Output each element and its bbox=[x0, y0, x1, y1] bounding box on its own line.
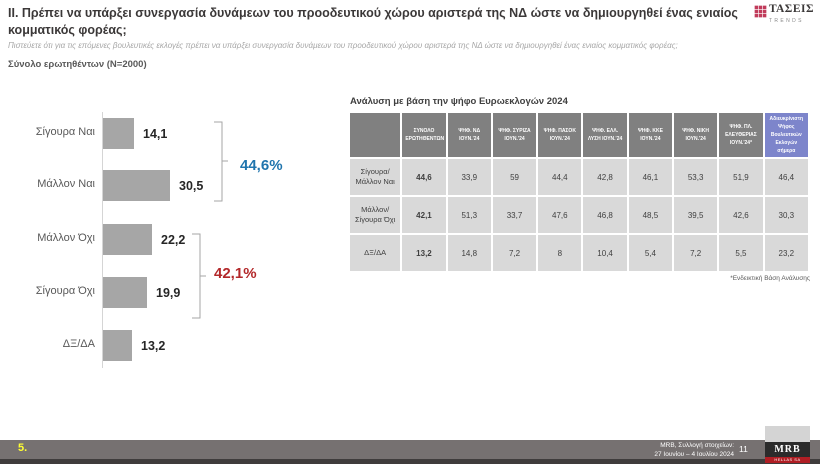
cell: 44,4 bbox=[538, 159, 582, 195]
table-header-row: ΣΥΝΟΛΟ ΕΡΩΤΗΘΕΝΤΩΝ ΨΗΦ. ΝΔ ΙΟΥΝ.'24 ΨΗΦ.… bbox=[350, 113, 808, 157]
slide-subtitle: Πιστεύετε ότι για τις επόμενες βουλευτικ… bbox=[8, 41, 678, 50]
mrb-logo-hellas-strip: HELLAS SA bbox=[765, 457, 810, 463]
bar-value: 22,2 bbox=[161, 232, 186, 247]
row-label-yes: Σίγουρα/ Μάλλον Ναι bbox=[350, 159, 401, 195]
bar-dxda bbox=[103, 330, 132, 361]
cell: 14,8 bbox=[447, 235, 491, 271]
cell: 48,5 bbox=[628, 197, 673, 233]
cell: 39,5 bbox=[674, 197, 718, 233]
cell: 33,7 bbox=[492, 197, 537, 233]
bar-row: 30,5 bbox=[103, 170, 203, 201]
table-row: Σίγουρα/ Μάλλον Ναι 44,6 33,9 59 44,4 42… bbox=[350, 159, 808, 195]
bar-label-mallon-nai: Μάλλον Ναι bbox=[37, 178, 95, 190]
bar-value: 30,5 bbox=[179, 178, 204, 193]
bar-sigoura-nai bbox=[103, 118, 134, 149]
taseis-logo-subname: TRENDS bbox=[768, 17, 804, 24]
taseis-trends-logo: ΤΑΣΕΙΣ TRENDS bbox=[753, 3, 814, 24]
bar-value: 13,2 bbox=[141, 338, 166, 353]
header-syriza: ΨΗΦ. ΣΥΡΙΖΑ ΙΟΥΝ.'24 bbox=[492, 113, 537, 157]
bar-row: 14,1 bbox=[103, 118, 167, 149]
source-note: MRB, Συλλογή στοιχείων: 27 Ιουνίου – 4 Ι… bbox=[654, 441, 734, 459]
analysis-section: Ανάλυση με βάση την ψήφο Ευρωεκλογών 202… bbox=[348, 96, 810, 282]
cell: 42,8 bbox=[583, 159, 627, 195]
cell: 8 bbox=[538, 235, 582, 271]
header-ell-lysi: ΨΗΦ. ΕΛΛ. ΛΥΣΗ ΙΟΥΝ.'24 bbox=[583, 113, 627, 157]
footer-bottom-strip bbox=[0, 459, 820, 464]
bar-row: 13,2 bbox=[103, 330, 165, 361]
analysis-table: ΣΥΝΟΛΟ ΕΡΩΤΗΘΕΝΤΩΝ ΨΗΦ. ΝΔ ΙΟΥΝ.'24 ΨΗΦ.… bbox=[348, 111, 810, 273]
bar-label-mallon-ochi: Μάλλον Όχι bbox=[37, 232, 95, 244]
respondents-base-label: Σύνολο ερωτηθέντων (N=2000) bbox=[8, 59, 147, 70]
bar-mallon-nai bbox=[103, 170, 170, 201]
header-kke: ΨΗΦ. ΚΚΕ ΙΟΥΝ.'24 bbox=[628, 113, 673, 157]
bar-row: 19,9 bbox=[103, 277, 180, 308]
header-undecided: Αδιευκρίνιστη Ψήφος Βουλευτικών Εκλογών … bbox=[764, 113, 808, 157]
header-total: ΣΥΝΟΛΟ ΕΡΩΤΗΘΕΝΤΩΝ bbox=[402, 113, 446, 157]
mrb-logo-top bbox=[765, 426, 810, 442]
bar-label-dxda: ΔΞ/ΔΑ bbox=[62, 338, 95, 350]
cell: 13,2 bbox=[402, 235, 446, 271]
table-row: Μάλλον/ Σίγουρα Όχι 42,1 51,3 33,7 47,6 … bbox=[350, 197, 808, 233]
taseis-logo-icon bbox=[753, 5, 767, 18]
chart-axis-line bbox=[102, 112, 103, 368]
slide-number: 5. bbox=[18, 442, 28, 454]
cell: 59 bbox=[492, 159, 537, 195]
bar-label-sigoura-ochi: Σίγουρα Όχι bbox=[35, 285, 95, 297]
bar-sigoura-ochi bbox=[103, 277, 147, 308]
header-pl-eleftherias: ΨΗΦ. ΠΛ. ΕΛΕΥΘΕΡΙΑΣ ΙΟΥΝ.'24* bbox=[719, 113, 763, 157]
cell: 10,4 bbox=[583, 235, 627, 271]
source-line-2: 27 Ιουνίου – 4 Ιουλίου 2024 bbox=[654, 451, 734, 459]
cell: 53,3 bbox=[674, 159, 718, 195]
cell: 46,4 bbox=[764, 159, 808, 195]
yes-group-total: 44,6% bbox=[240, 157, 283, 174]
bar-chart: Σίγουρα Ναι Μάλλον Ναι Μάλλον Όχι Σίγουρ… bbox=[0, 108, 344, 370]
source-line-1: MRB, Συλλογή στοιχείων: bbox=[660, 442, 734, 449]
table-row: ΔΞ/ΔΑ 13,2 14,8 7,2 8 10,4 5,4 7,2 5,5 2… bbox=[350, 235, 808, 271]
header-pasok: ΨΗΦ. ΠΑΣΟΚ ΙΟΥΝ.'24 bbox=[538, 113, 582, 157]
cell: 51,3 bbox=[447, 197, 491, 233]
bar-label-sigoura-nai: Σίγουρα Ναι bbox=[35, 126, 95, 138]
bar-row: 22,2 bbox=[103, 224, 185, 255]
mrb-logo: MRB HELLAS SA bbox=[765, 426, 810, 463]
no-group-bracket bbox=[192, 233, 206, 319]
bar-value: 14,1 bbox=[143, 126, 168, 141]
page-number: 11 bbox=[739, 444, 748, 454]
header-corner bbox=[350, 113, 401, 157]
cell: 33,9 bbox=[447, 159, 491, 195]
taseis-logo-name: ΤΑΣΕΙΣ bbox=[768, 3, 814, 15]
yes-group-bracket bbox=[214, 121, 228, 202]
cell: 47,6 bbox=[538, 197, 582, 233]
cell: 7,2 bbox=[674, 235, 718, 271]
mrb-logo-wordmark: MRB bbox=[765, 442, 810, 457]
row-label-dxda: ΔΞ/ΔΑ bbox=[350, 235, 401, 271]
cell: 30,3 bbox=[764, 197, 808, 233]
no-group-total: 42,1% bbox=[214, 265, 257, 282]
analysis-title: Ανάλυση με βάση την ψήφο Ευρωεκλογών 202… bbox=[350, 96, 568, 107]
bar-value: 19,9 bbox=[156, 285, 181, 300]
cell: 46,8 bbox=[583, 197, 627, 233]
table-footnote: *Ενδεικτική Βάση Ανάλυσης bbox=[730, 275, 810, 282]
header-nd: ΨΗΦ. ΝΔ ΙΟΥΝ.'24 bbox=[447, 113, 491, 157]
cell: 51,9 bbox=[719, 159, 763, 195]
cell: 23,2 bbox=[764, 235, 808, 271]
cell: 42,6 bbox=[719, 197, 763, 233]
cell: 46,1 bbox=[628, 159, 673, 195]
cell: 42,1 bbox=[402, 197, 446, 233]
cell: 44,6 bbox=[402, 159, 446, 195]
header-niki: ΨΗΦ. ΝΙΚΗ ΙΟΥΝ.'24 bbox=[674, 113, 718, 157]
slide-title: II. Πρέπει να υπάρξει συνεργασία δυνάμεω… bbox=[8, 6, 738, 37]
cell: 7,2 bbox=[492, 235, 537, 271]
bar-mallon-ochi bbox=[103, 224, 152, 255]
cell: 5,4 bbox=[628, 235, 673, 271]
row-label-no: Μάλλον/ Σίγουρα Όχι bbox=[350, 197, 401, 233]
taseis-logo-text: ΤΑΣΕΙΣ TRENDS bbox=[768, 3, 814, 24]
cell: 5,5 bbox=[719, 235, 763, 271]
footer-bar bbox=[0, 440, 820, 459]
